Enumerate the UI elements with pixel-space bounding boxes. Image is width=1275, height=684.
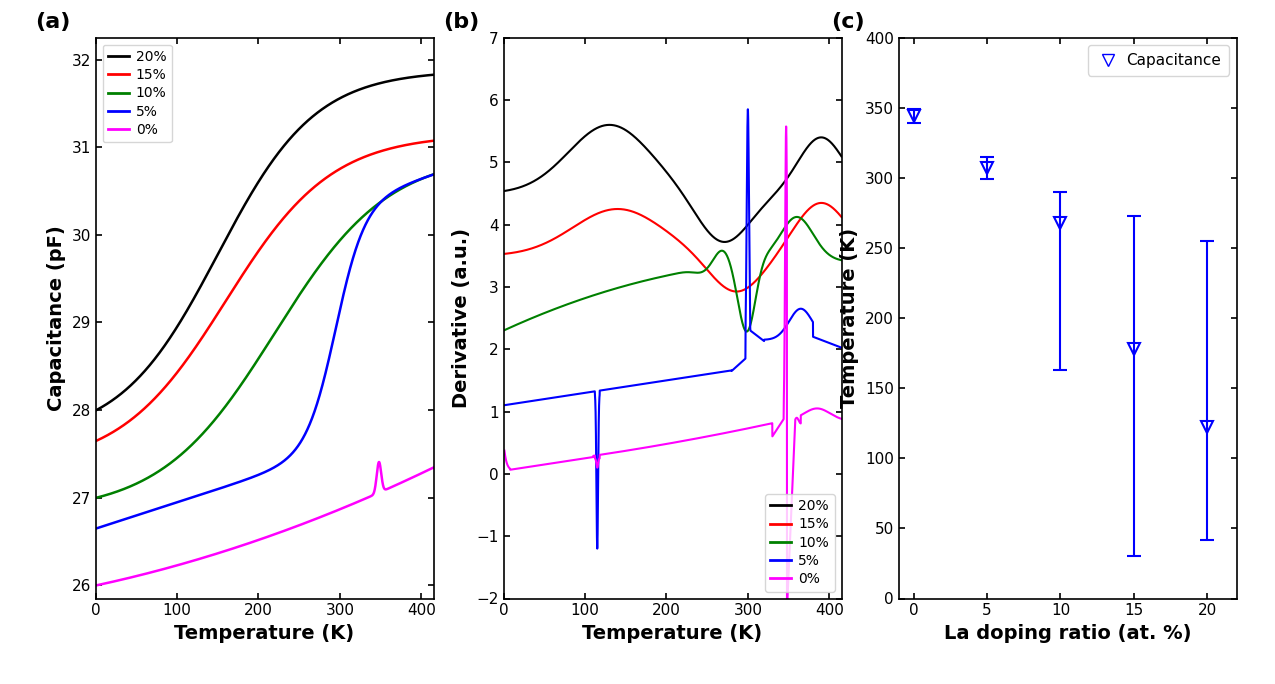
X-axis label: Temperature (K): Temperature (K) (583, 624, 762, 643)
Legend: 20%, 15%, 10%, 5%, 0%: 20%, 15%, 10%, 5%, 0% (102, 44, 172, 142)
X-axis label: Temperature (K): Temperature (K) (175, 624, 354, 643)
Y-axis label: Capacitance (pF): Capacitance (pF) (47, 225, 66, 411)
Y-axis label: Derivative (a.u.): Derivative (a.u.) (451, 228, 470, 408)
Y-axis label: Temperature (K): Temperature (K) (840, 228, 859, 408)
Legend: 20%, 15%, 10%, 5%, 0%: 20%, 15%, 10%, 5%, 0% (765, 494, 835, 592)
Text: (c): (c) (831, 12, 864, 32)
Text: (a): (a) (34, 12, 70, 32)
X-axis label: La doping ratio (at. %): La doping ratio (at. %) (944, 624, 1192, 643)
Text: (b): (b) (442, 12, 479, 32)
Legend: Capacitance: Capacitance (1089, 45, 1229, 75)
